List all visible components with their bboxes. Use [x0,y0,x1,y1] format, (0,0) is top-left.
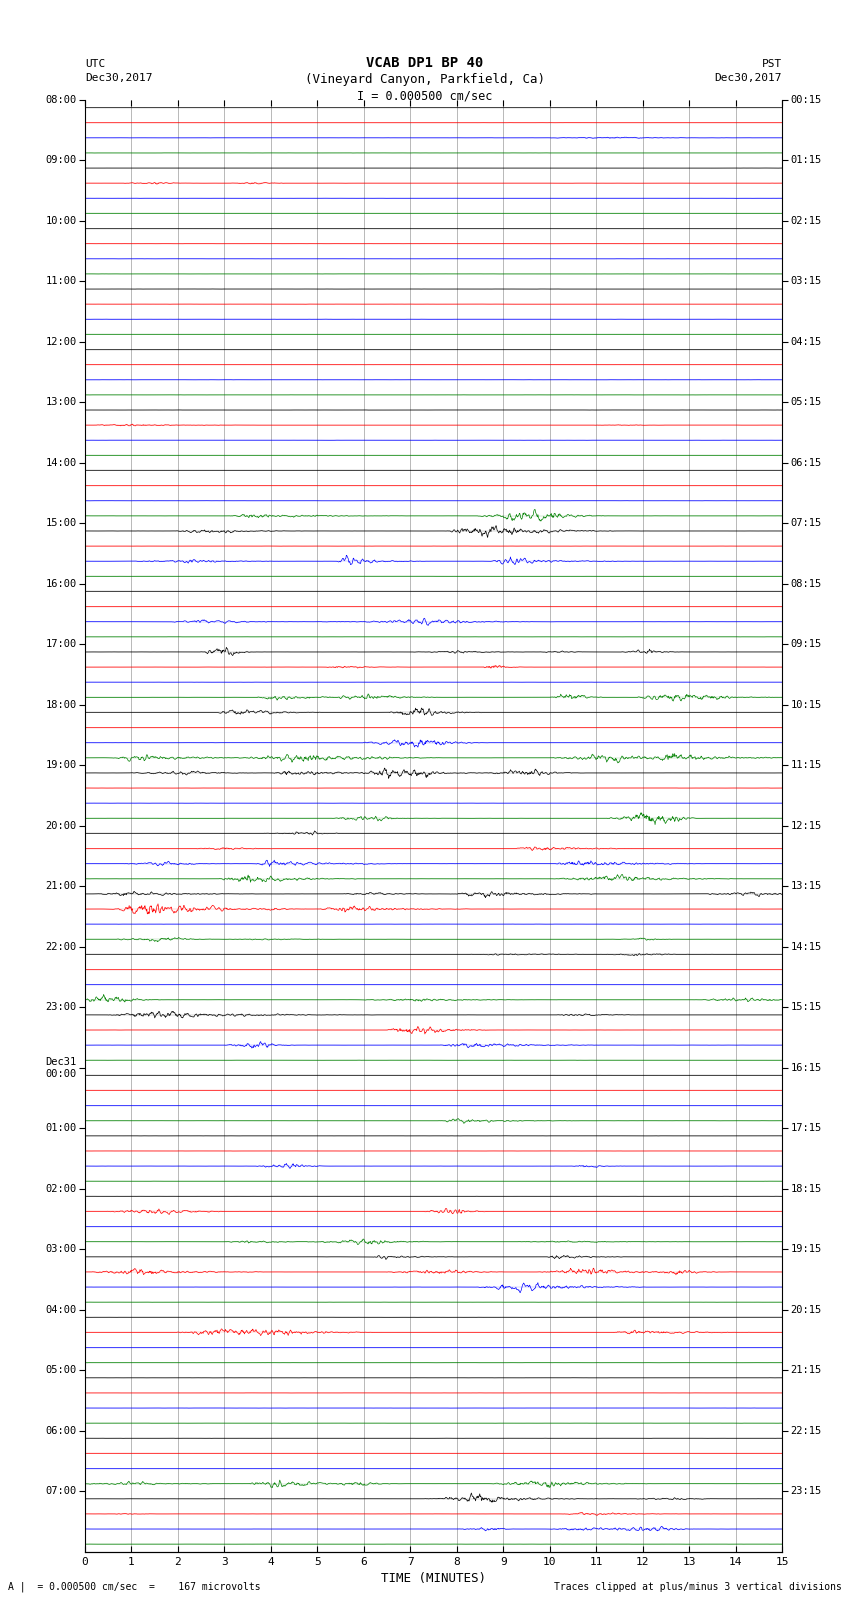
X-axis label: TIME (MINUTES): TIME (MINUTES) [381,1573,486,1586]
Text: PST: PST [762,58,782,69]
Text: (Vineyard Canyon, Parkfield, Ca): (Vineyard Canyon, Parkfield, Ca) [305,73,545,85]
Text: UTC: UTC [85,58,105,69]
Text: VCAB DP1 BP 40: VCAB DP1 BP 40 [366,56,484,71]
Text: Dec30,2017: Dec30,2017 [715,73,782,84]
Text: A |  = 0.000500 cm/sec  =    167 microvolts: A | = 0.000500 cm/sec = 167 microvolts [8,1582,261,1592]
Text: Dec30,2017: Dec30,2017 [85,73,152,84]
Text: I = 0.000500 cm/sec: I = 0.000500 cm/sec [357,89,493,103]
Text: Traces clipped at plus/minus 3 vertical divisions: Traces clipped at plus/minus 3 vertical … [553,1582,842,1592]
